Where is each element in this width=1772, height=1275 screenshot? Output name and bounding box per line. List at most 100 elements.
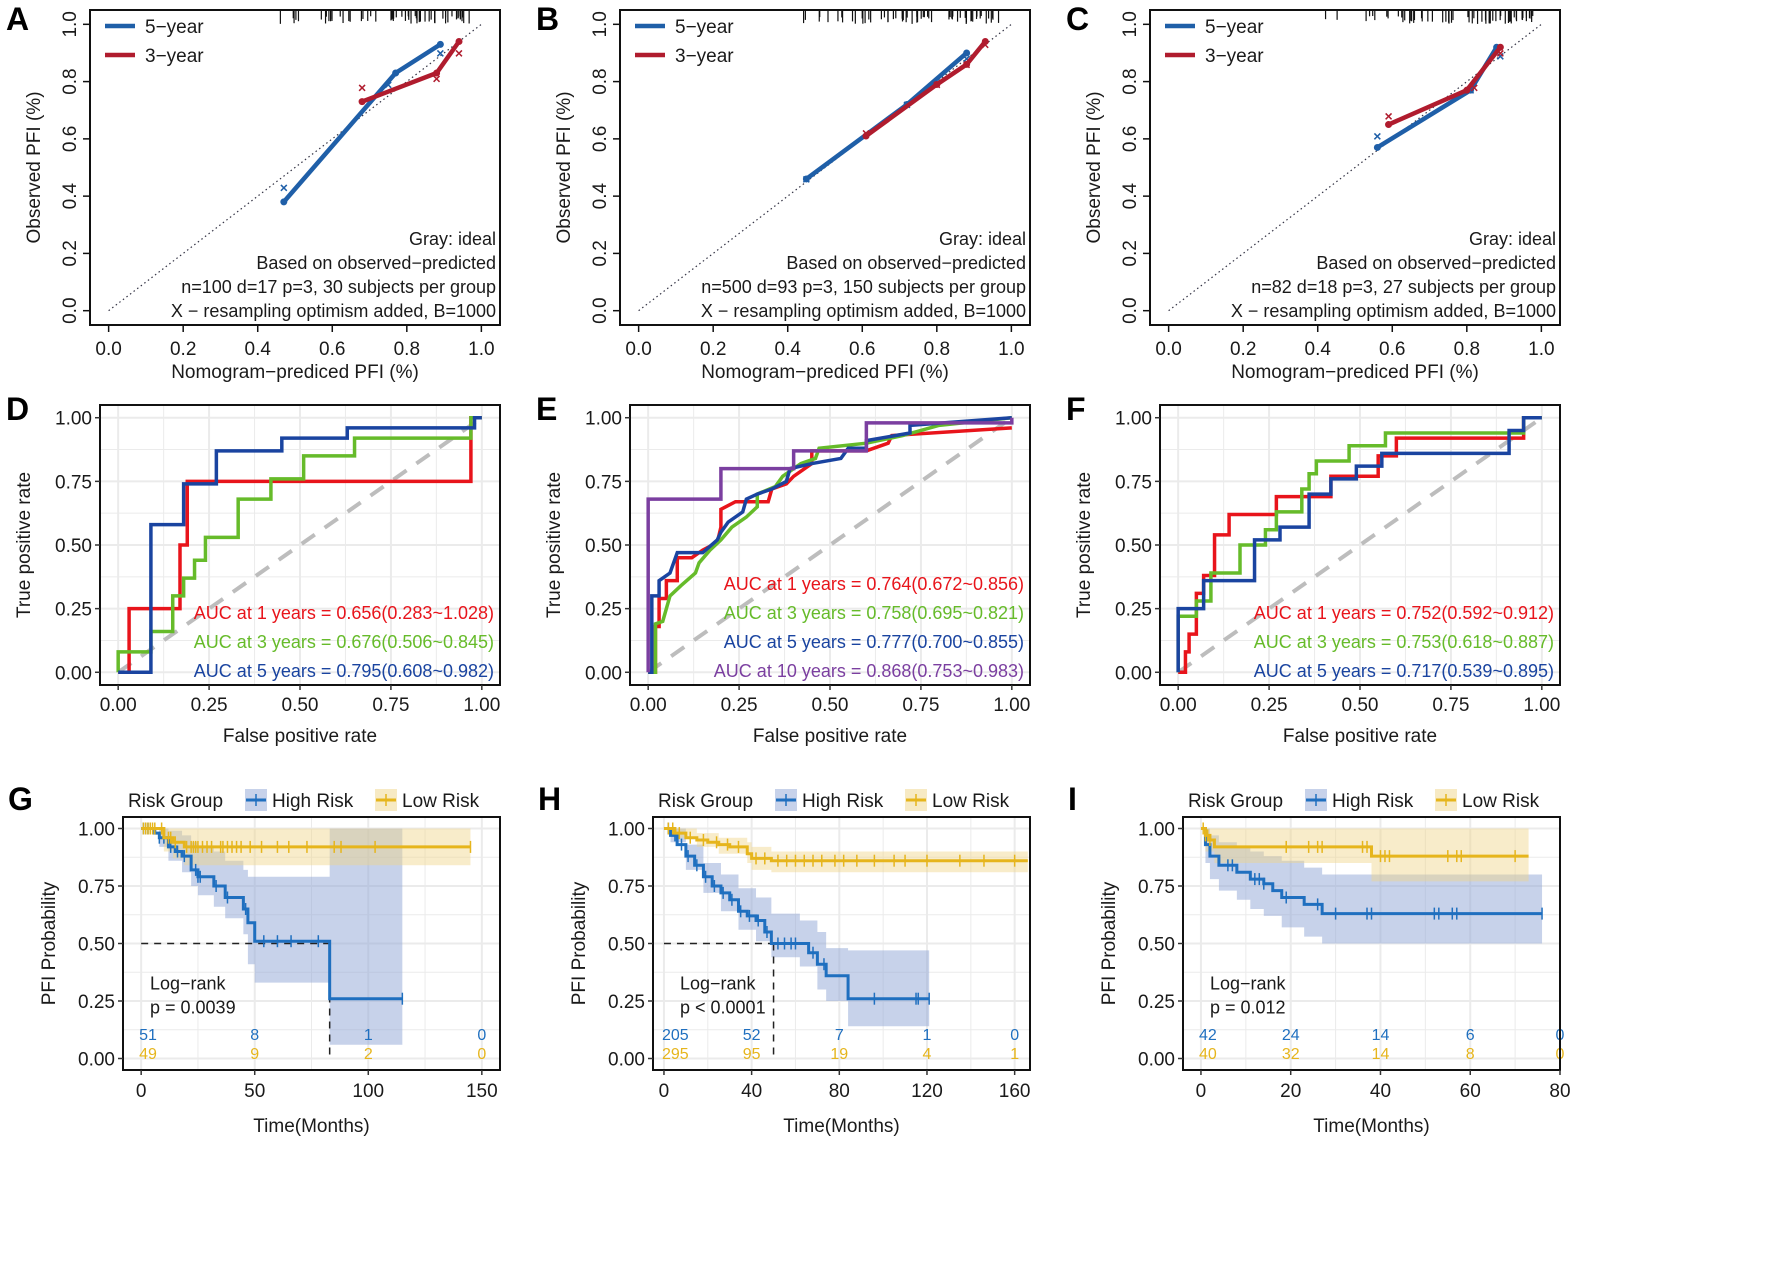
annotation-text: Based on observed−predicted (256, 253, 496, 273)
auc-label: AUC at 5 years = 0.795(0.608~0.982) (194, 661, 494, 681)
x-tick-label: 0.75 (1432, 695, 1469, 716)
chart-b: B×××××××5−year3−yearGray: idealBased on … (530, 0, 1120, 425)
y-tick-label: 1.0 (60, 11, 81, 37)
y-tick-label: 0.50 (608, 935, 645, 956)
annotation-text: n=82 d=18 p=3, 27 subjects per group (1251, 277, 1556, 297)
y-tick-label: 0.0 (590, 297, 611, 323)
risk-count-high: 0 (1010, 1027, 1019, 1044)
legend-label: Low Risk (1462, 791, 1540, 812)
panel-g-km: G Log−rank p = 0.0039 51 49 8 9 1 2 0 0 0 50 100 150 0.… (0, 765, 590, 1190)
panel-f-roc: F AUC at 1 years = 0.752(0.592~0.912) AUC … (1060, 380, 1650, 805)
x-tick-label: 120 (911, 1081, 943, 1102)
x-tick-label: 0 (136, 1081, 147, 1102)
calibration-point (1374, 144, 1381, 151)
y-tick-label: 0.75 (585, 472, 622, 493)
x-tick-label: 1.00 (993, 695, 1030, 716)
y-axis-title: Observed PFI (%) (554, 91, 575, 243)
y-tick-label: 0.2 (590, 240, 611, 266)
y-tick-label: 0.25 (55, 600, 92, 621)
x-tick-label: 0.8 (1454, 339, 1480, 360)
annotation-text: Based on observed−predicted (786, 253, 1026, 273)
x-tick-label: 0 (1196, 1081, 1207, 1102)
corrected-x-marker: × (862, 125, 870, 141)
risk-count-low: 9 (250, 1046, 259, 1063)
legend-label: 3−year (145, 46, 204, 67)
y-axis-title: PFI Probability (39, 881, 60, 1005)
panel-e-roc: E AUC at 1 years = 0.764(0.672~0.856) AUC … (530, 380, 1120, 805)
y-tick-label: 0.4 (1120, 183, 1141, 210)
annotation-text: Gray: ideal (409, 229, 496, 249)
risk-count-high: 1 (923, 1027, 932, 1044)
annotation-text: X − resampling optimism added, B=1000 (701, 301, 1026, 321)
y-axis-title: True positive rate (14, 472, 35, 618)
logrank-label: Log−rank (150, 974, 227, 994)
risk-count-high: 42 (1199, 1027, 1217, 1044)
y-tick-label: 0.8 (1120, 68, 1141, 94)
corrected-x-marker: × (933, 76, 941, 92)
legend-label: 5−year (675, 17, 734, 38)
y-tick-label: 0.50 (1138, 935, 1175, 956)
x-tick-label: 150 (466, 1081, 498, 1102)
corrected-x-marker: × (802, 171, 810, 187)
y-tick-label: 1.00 (585, 409, 622, 430)
legend-title: Risk Group (658, 791, 753, 812)
annotation-text: X − resampling optimism added, B=1000 (171, 301, 496, 321)
corrected-x-marker: × (436, 45, 444, 61)
y-tick-label: 0.4 (590, 183, 611, 210)
risk-count-high: 14 (1372, 1027, 1390, 1044)
corrected-x-marker: × (455, 45, 463, 61)
y-tick-label: 0.75 (1115, 472, 1152, 493)
legend-label: 3−year (1205, 46, 1264, 67)
legend-label: Low Risk (402, 791, 480, 812)
risk-count-low: 2 (364, 1046, 373, 1063)
x-tick-label: 0.25 (191, 695, 228, 716)
risk-count-high: 8 (250, 1027, 259, 1044)
risk-count-low: 0 (477, 1046, 486, 1063)
calibration-line-3yr (1389, 47, 1501, 124)
risk-count-low: 32 (1282, 1046, 1300, 1063)
risk-count-low: 4 (923, 1046, 932, 1063)
risk-count-high: 0 (477, 1027, 486, 1044)
chart-f: F AUC at 1 years = 0.752(0.592~0.912) AUC … (1060, 380, 1650, 805)
y-axis-title: PFI Probability (569, 881, 590, 1005)
auc-label: AUC at 3 years = 0.753(0.618~0.887) (1254, 632, 1554, 652)
x-tick-label: 0.6 (1379, 339, 1405, 360)
corrected-x-marker: × (1373, 128, 1381, 144)
panel-label: D (6, 391, 29, 427)
y-tick-label: 0.6 (60, 126, 81, 152)
y-tick-label: 0.00 (78, 1050, 115, 1071)
x-tick-label: 0.6 (849, 339, 875, 360)
legend-label: 5−year (145, 17, 204, 38)
x-axis-title: False positive rate (753, 726, 907, 747)
legend-label: High Risk (1332, 791, 1414, 812)
y-tick-label: 0.00 (585, 663, 622, 684)
auc-label: AUC at 1 years = 0.752(0.592~0.912) (1254, 603, 1554, 623)
x-tick-label: 0.25 (1251, 695, 1288, 716)
x-tick-label: 1.0 (998, 339, 1024, 360)
y-tick-label: 0.75 (78, 877, 115, 898)
panel-label: I (1068, 781, 1077, 817)
auc-label: AUC at 1 years = 0.656(0.283~1.028) (194, 603, 494, 623)
auc-label: AUC at 3 years = 0.758(0.695~0.821) (724, 603, 1024, 623)
y-tick-label: 0.2 (60, 240, 81, 266)
auc-label: AUC at 1 years = 0.764(0.672~0.856) (724, 574, 1024, 594)
y-tick-label: 1.00 (78, 820, 115, 841)
corrected-x-marker: × (280, 180, 288, 196)
x-tick-label: 100 (352, 1081, 384, 1102)
annotation-text: n=100 d=17 p=3, 30 subjects per group (181, 277, 496, 297)
risk-count-low: 40 (1199, 1046, 1217, 1063)
risk-count-high: 205 (662, 1027, 689, 1044)
corrected-x-marker: × (1384, 108, 1392, 124)
panel-d-roc: D AUC at 1 years = 0.656(0.283~1.028) AUC … (0, 380, 590, 805)
chart-e: EAUC at 1 years = 0.764(0.672~0.856)AUC … (530, 380, 1120, 805)
chart-i: ILog−rankp = 0.01242402432141468000 20 40 6… (1060, 765, 1650, 1190)
y-tick-label: 0.25 (1115, 600, 1152, 621)
panel-c-calibration: C × × × × × × 5−year 3−year Gray: ideal Based on o… (1060, 0, 1650, 425)
auc-label: AUC at 5 years = 0.717(0.539~0.895) (1254, 661, 1554, 681)
panel-label: G (8, 781, 33, 817)
x-axis-title: Time(Months) (783, 1116, 899, 1137)
panel-h-km: H Log−rank p < 0.0001 205 295 52 95 7 19 1 4 0 1 0 40 8… (530, 765, 1120, 1190)
calibration-line-5yr (1377, 47, 1496, 147)
annotation-text: Gray: ideal (939, 229, 1026, 249)
auc-label: AUC at 10 years = 0.868(0.753~0.983) (714, 661, 1024, 681)
